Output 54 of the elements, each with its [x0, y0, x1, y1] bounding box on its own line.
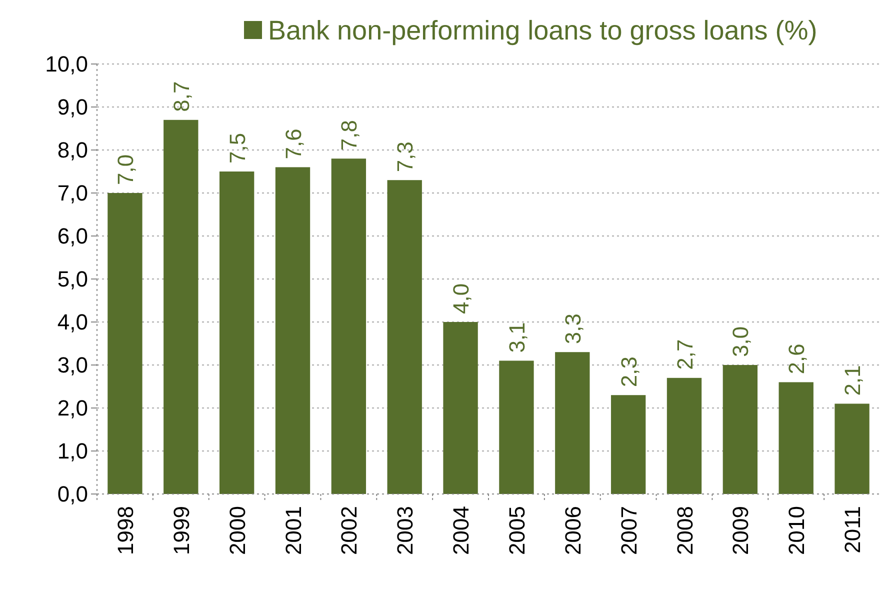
- x-tick-label: 2009: [728, 506, 754, 555]
- data-label: 7,6: [280, 128, 306, 160]
- x-tick-label: 2005: [504, 506, 530, 555]
- bar: [555, 352, 590, 494]
- data-label: 2,1: [840, 365, 866, 396]
- x-tick-label: 2011: [840, 506, 866, 554]
- x-tick-label: 2001: [280, 506, 306, 555]
- x-tick-label: 2007: [616, 506, 642, 555]
- y-tick-label: 6,0: [57, 224, 88, 249]
- legend-label: Bank non-performing loans to gross loans (%): [268, 15, 818, 46]
- y-tick-label: 3,0: [57, 352, 88, 378]
- bar: [108, 193, 142, 494]
- data-label: 2,7: [672, 339, 698, 370]
- x-tick-label: 1998: [112, 506, 138, 555]
- data-label: 4,0: [448, 283, 474, 314]
- data-label: 7,5: [224, 132, 250, 164]
- data-label: 7,8: [336, 120, 362, 151]
- bar: [499, 360, 534, 494]
- data-label: 3,3: [560, 314, 586, 344]
- y-tick-label: 7,0: [57, 180, 88, 206]
- y-tick-label: 5,0: [57, 266, 88, 292]
- bar: [666, 378, 702, 494]
- data-label: 2,6: [784, 344, 810, 374]
- bar: [778, 382, 814, 494]
- bar: [443, 322, 478, 494]
- bar: [331, 158, 366, 494]
- y-tick-label: 9,0: [57, 94, 88, 120]
- y-tick-label: 10,0: [45, 52, 88, 77]
- data-label: 3,1: [504, 322, 530, 353]
- x-tick-label: 2008: [672, 506, 698, 555]
- data-label: 8,7: [168, 81, 194, 112]
- y-tick-label: 4,0: [57, 310, 88, 335]
- data-label: 2,3: [616, 356, 642, 388]
- y-tick-label: 8,0: [57, 138, 88, 163]
- y-tick-label: 1,0: [57, 438, 88, 464]
- x-tick-label: 2000: [224, 506, 250, 555]
- bar: [722, 365, 758, 494]
- bar: [275, 167, 310, 494]
- y-tick-label: 0,0: [57, 482, 88, 507]
- bar: [219, 172, 254, 494]
- x-tick-label: 2002: [336, 506, 362, 555]
- data-label: 3,0: [728, 326, 754, 357]
- x-tick-label: 1999: [168, 506, 194, 555]
- y-tick-label: 2,0: [57, 396, 88, 421]
- data-label: 7,0: [112, 154, 138, 185]
- x-tick-label: 2003: [392, 506, 418, 555]
- x-tick-label: 2010: [784, 506, 810, 555]
- bar: [387, 180, 422, 494]
- x-tick-label: 2006: [560, 506, 586, 555]
- bar: [834, 404, 870, 494]
- x-tick-label: 2004: [448, 506, 474, 555]
- bar: [610, 395, 646, 494]
- data-label: 7,3: [392, 142, 418, 172]
- bar: [164, 120, 198, 494]
